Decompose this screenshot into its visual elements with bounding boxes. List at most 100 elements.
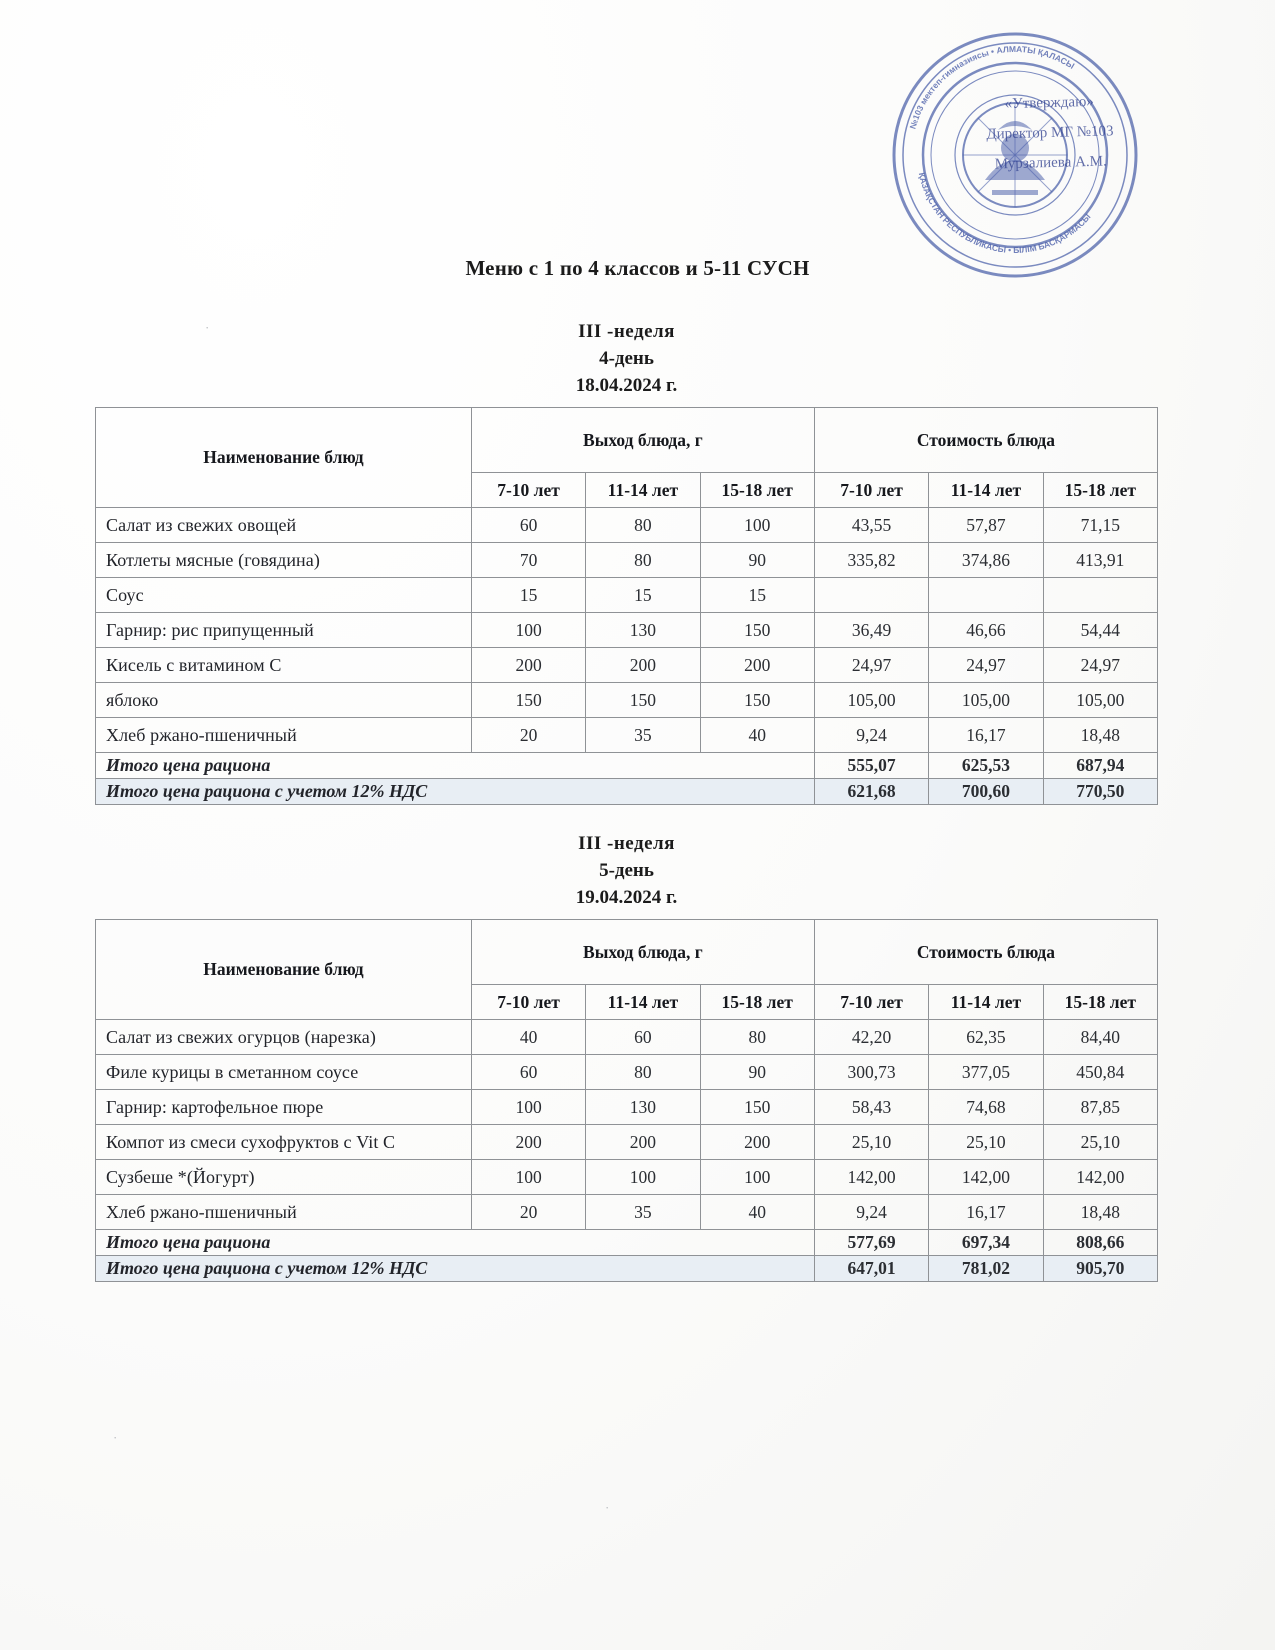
- dish-name: Соус: [95, 577, 472, 613]
- dish-name: яблоко: [95, 682, 472, 718]
- output-value: 200: [699, 1124, 815, 1160]
- page-title: Меню с 1 по 4 классов и 5-11 СУСН: [465, 256, 810, 280]
- output-value: 100: [470, 612, 587, 648]
- scan-artifact: ·: [605, 1500, 610, 1515]
- cost-value: 105,00: [1042, 682, 1159, 718]
- scan-artifact: ·: [113, 1430, 118, 1445]
- table-row: Гарнир: рис припущенный 100 130 150 36,4…: [95, 612, 1159, 648]
- seal-bottom-text: ҚАЗАҚСТАН РЕСПУБЛИКАСЫ • БІЛІМ БАСҚАРМАС…: [917, 172, 1093, 255]
- output-value: 150: [699, 612, 815, 648]
- table-row: Котлеты мясные (говядина) 70 80 90 335,8…: [95, 542, 1159, 578]
- block-1-heading: III -неделя 4-день 18.04.2024 г.: [95, 318, 1158, 399]
- total-value: 808,66: [1042, 1229, 1159, 1256]
- vat-total-value: 700,60: [928, 778, 1044, 805]
- cost-value: 16,17: [928, 717, 1044, 753]
- menu-block-2: III -неделя 5-день 19.04.2024 г. Наимено…: [95, 830, 1159, 1282]
- dish-name: Салат из свежих огурцов (нарезка): [95, 1019, 472, 1055]
- output-value: 100: [699, 1159, 815, 1195]
- output-value: 40: [699, 717, 815, 753]
- output-value: 130: [585, 1089, 701, 1125]
- output-value: 80: [585, 1054, 701, 1090]
- header-cost-age-1: 7-10 лет: [813, 984, 930, 1020]
- approve-name: Мурзалиева А.М.: [994, 153, 1107, 173]
- output-value: 70: [470, 542, 587, 578]
- output-value: 60: [470, 507, 587, 543]
- output-value: 60: [585, 1019, 701, 1055]
- table-row-vat-total: Итого цена рациона с учетом 12% НДС 621,…: [95, 778, 1159, 805]
- output-value: 200: [470, 1124, 587, 1160]
- table-row: Салат из свежих огурцов (нарезка) 40 60 …: [95, 1019, 1159, 1055]
- header-output-age-2: 11-14 лет: [585, 984, 701, 1020]
- dish-name: Сузбеше *(Йогурт): [95, 1159, 472, 1195]
- cost-value: 24,97: [928, 647, 1044, 683]
- cost-value: 9,24: [813, 1194, 930, 1230]
- table-row: Хлеб ржано-пшеничный 20 35 40 9,24 16,17…: [95, 717, 1159, 753]
- header-cost-group: Стоимость блюда: [813, 407, 1159, 473]
- cost-value: 9,24: [813, 717, 930, 753]
- cost-value: 58,43: [813, 1089, 930, 1125]
- total-value: 697,34: [928, 1229, 1044, 1256]
- cost-value: 374,86: [928, 542, 1044, 578]
- cost-value: 25,10: [1042, 1124, 1159, 1160]
- vat-total-value: 905,70: [1042, 1255, 1159, 1282]
- dish-name: Гарнир: рис припущенный: [95, 612, 472, 648]
- header-cost-age-2: 11-14 лет: [928, 472, 1044, 508]
- output-value: 150: [470, 682, 587, 718]
- header-output-group: Выход блюда, г: [470, 407, 815, 473]
- header-dish-name: Наименование блюд: [95, 919, 472, 1020]
- output-value: 40: [699, 1194, 815, 1230]
- header-output-age-3: 15-18 лет: [699, 472, 815, 508]
- total-value: 577,69: [813, 1229, 930, 1256]
- output-value: 200: [699, 647, 815, 683]
- cost-value: 57,87: [928, 507, 1044, 543]
- block-2-heading: III -неделя 5-день 19.04.2024 г.: [95, 830, 1158, 911]
- block-1-day: 4-день: [599, 348, 654, 369]
- header-dish-name: Наименование блюд: [95, 407, 472, 508]
- vat-total-value: 770,50: [1042, 778, 1159, 805]
- cost-value: 142,00: [813, 1159, 930, 1195]
- table-row: Филе курицы в сметанном соусе 60 80 90 3…: [95, 1054, 1159, 1090]
- block-1-week: III -неделя: [578, 321, 675, 342]
- menu-block-1: III -неделя 4-день 18.04.2024 г. Наимено…: [95, 318, 1159, 805]
- header-output-age-1: 7-10 лет: [470, 984, 587, 1020]
- header-cost-age-1: 7-10 лет: [813, 472, 930, 508]
- cost-value: 25,10: [928, 1124, 1044, 1160]
- cost-value: 42,20: [813, 1019, 930, 1055]
- header-output-age-1: 7-10 лет: [470, 472, 587, 508]
- vat-total-value: 621,68: [813, 778, 930, 805]
- dish-name: Кисель с витамином С: [95, 647, 472, 683]
- block-2-day: 5-день: [599, 860, 654, 881]
- cost-value: 105,00: [928, 682, 1044, 718]
- cost-value-empty: [813, 577, 930, 613]
- output-value: 35: [585, 1194, 701, 1230]
- cost-value: 300,73: [813, 1054, 930, 1090]
- cost-value: 105,00: [813, 682, 930, 718]
- output-value: 200: [470, 647, 587, 683]
- output-value: 130: [585, 612, 701, 648]
- cost-value: 16,17: [928, 1194, 1044, 1230]
- cost-value: 24,97: [1042, 647, 1159, 683]
- cost-value: 377,05: [928, 1054, 1044, 1090]
- output-value: 35: [585, 717, 701, 753]
- dish-name: Компот из смеси сухофруктов с Vit C: [95, 1124, 472, 1160]
- cost-value: 142,00: [1042, 1159, 1159, 1195]
- output-value: 200: [585, 1124, 701, 1160]
- header-cost-group: Стоимость блюда: [813, 919, 1159, 985]
- official-seal-stamp: №103 мектеп-гимназиясы • АЛМАТЫ ҚАЛАСЫ Қ…: [890, 30, 1140, 280]
- output-value: 100: [585, 1159, 701, 1195]
- table-row: Хлеб ржано-пшеничный 20 35 40 9,24 16,17…: [95, 1194, 1159, 1230]
- dish-name: Гарнир: картофельное пюре: [95, 1089, 472, 1125]
- vat-total-label: Итого цена рациона с учетом 12% НДС: [95, 778, 815, 805]
- dish-name: Котлеты мясные (говядина): [95, 542, 472, 578]
- output-value: 20: [470, 1194, 587, 1230]
- total-value: 555,07: [813, 752, 930, 779]
- header-cost-age-2: 11-14 лет: [928, 984, 1044, 1020]
- table-row: Компот из смеси сухофруктов с Vit C 200 …: [95, 1124, 1159, 1160]
- output-value: 80: [585, 507, 701, 543]
- table-row-total: Итого цена рациона 577,69 697,34 808,66: [95, 1229, 1159, 1256]
- menu-table-day5: Наименование блюд Выход блюда, г Стоимос…: [95, 919, 1159, 1282]
- total-value: 687,94: [1042, 752, 1159, 779]
- vat-total-value: 647,01: [813, 1255, 930, 1282]
- cost-value: 25,10: [813, 1124, 930, 1160]
